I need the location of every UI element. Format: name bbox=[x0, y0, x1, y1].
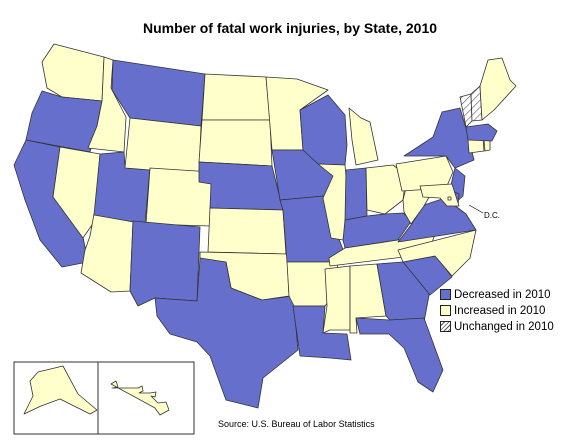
legend-label-increased: Increased in 2010 bbox=[454, 304, 546, 317]
legend-label-decreased: Decreased in 2010 bbox=[454, 288, 551, 301]
source-note: Source: U.S. Bureau of Labor Statistics bbox=[218, 419, 375, 429]
dc-label: D.C. bbox=[484, 211, 500, 220]
state-me bbox=[479, 57, 517, 121]
state-ne bbox=[198, 161, 284, 211]
map-title: Number of fatal work injuries, by State,… bbox=[142, 20, 438, 36]
state-ri bbox=[483, 139, 491, 152]
state-nd bbox=[201, 73, 271, 121]
state-nv bbox=[52, 146, 101, 239]
legend-label-unchanged: Unchanged in 2010 bbox=[454, 320, 554, 333]
state-ma bbox=[465, 123, 498, 142]
state-wa bbox=[41, 43, 105, 102]
state-sd bbox=[198, 119, 273, 167]
legend-item-increased: Increased in 2010 bbox=[440, 303, 554, 318]
legend-swatch-increased bbox=[440, 305, 451, 316]
state-ms bbox=[322, 265, 351, 334]
state-hi bbox=[110, 380, 170, 416]
state-dc bbox=[447, 196, 452, 201]
state-wi bbox=[299, 94, 348, 166]
legend-swatch-unchanged bbox=[440, 321, 451, 332]
legend-item-unchanged: Unchanged in 2010 bbox=[440, 319, 554, 334]
state-tx bbox=[154, 257, 299, 409]
state-ks bbox=[207, 207, 287, 255]
legend-item-decreased: Decreased in 2010 bbox=[440, 287, 554, 302]
legend-swatch-decreased bbox=[440, 289, 451, 300]
state-fl bbox=[355, 317, 444, 393]
state-mi bbox=[348, 107, 379, 166]
state-wy bbox=[124, 117, 202, 175]
state-in bbox=[344, 167, 368, 221]
state-md bbox=[419, 183, 460, 207]
state-la bbox=[292, 305, 352, 361]
state-ak bbox=[23, 365, 98, 415]
dc-leader-line bbox=[468, 204, 484, 214]
legend: Decreased in 2010 Increased in 2010 Unch… bbox=[440, 287, 554, 335]
inset-frame bbox=[13, 361, 195, 435]
state-nm bbox=[129, 220, 201, 307]
state-pa bbox=[395, 155, 454, 192]
